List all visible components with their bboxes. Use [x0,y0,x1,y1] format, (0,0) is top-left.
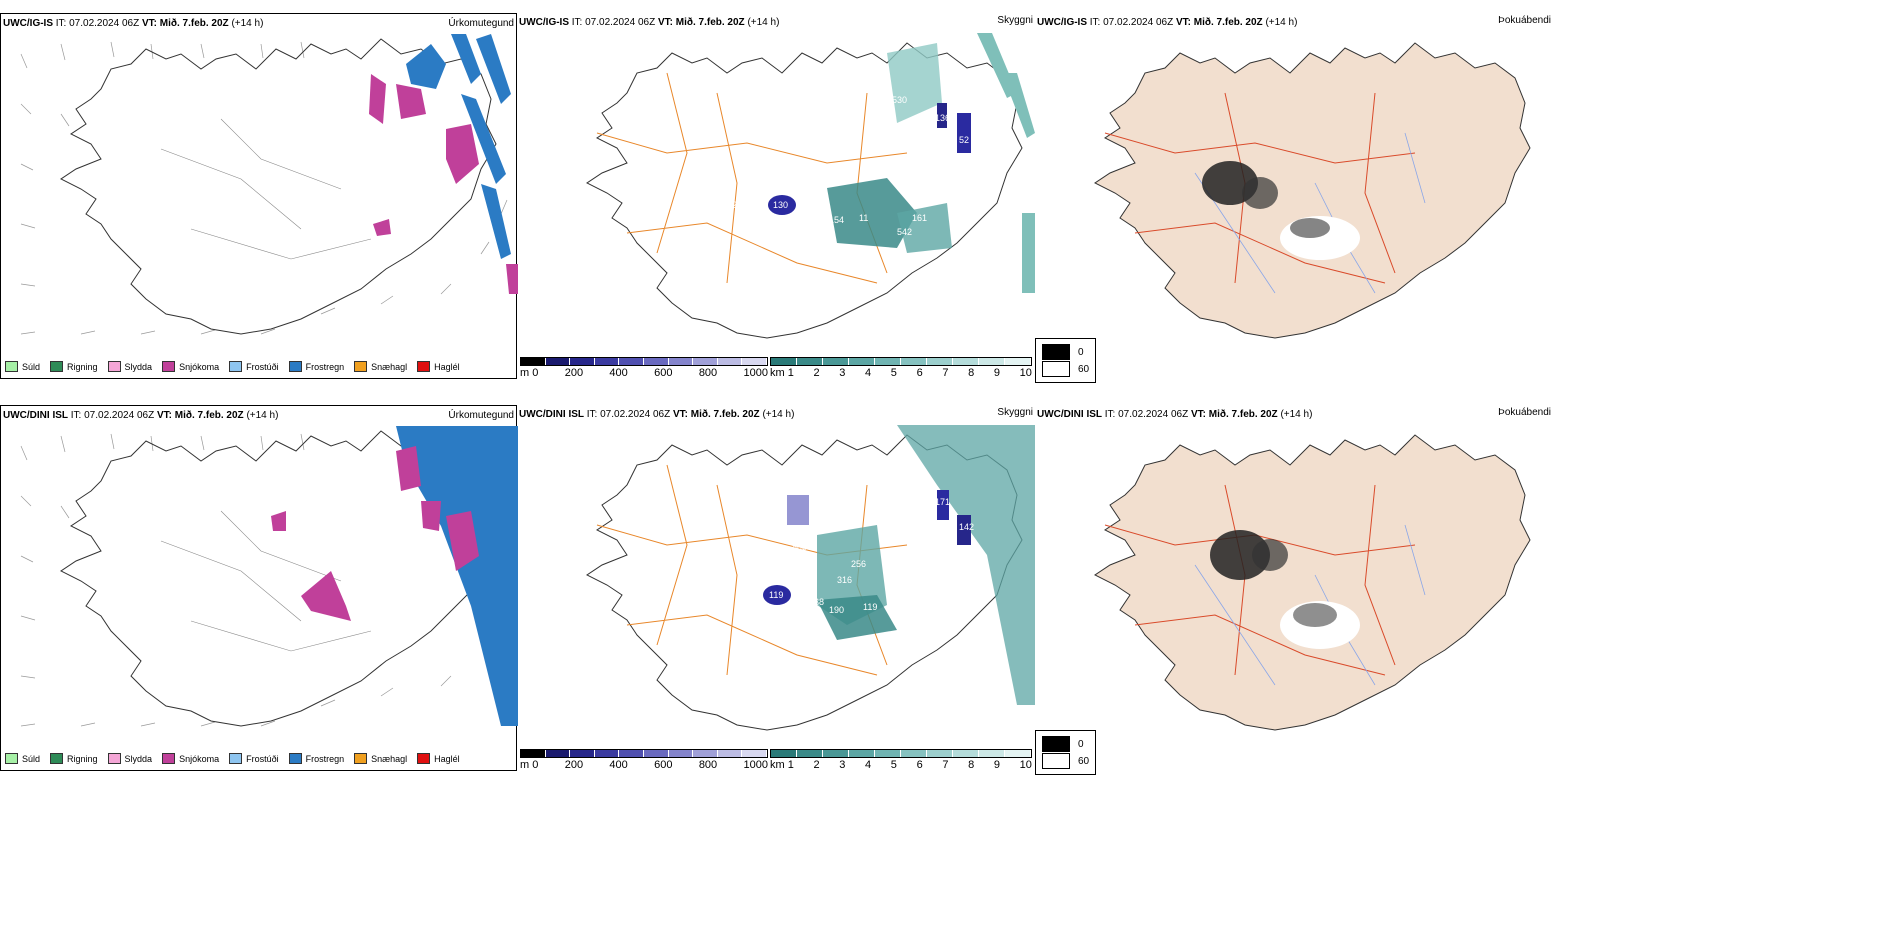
vis-label: 22 [732,200,742,210]
fog-map-top [1094,42,1531,339]
vis-label: 130 [773,200,788,210]
legend-item-snaehagl: Snæhagl [354,753,407,764]
visibility-map-top: 530 136 52 130 154 11 542 161 22 [586,33,1035,339]
vis-label: 542 [897,227,912,237]
panel-type-label: Úrkomutegund [448,410,514,421]
panel-title: UWC/IG-IS IT: 07.02.2024 06Z VT: Mið. 7.… [3,18,264,29]
precip-map-bottom [20,426,518,727]
vis-scale-m-bottom: m 0 200 400 600 800 1000 [520,749,768,771]
vis-label: 142 [959,522,974,532]
vis-label: 154 [829,215,844,225]
legend-item-slydda: Slydda [107,753,152,764]
vis-label: 161 [912,213,927,223]
legend-item-snjokoma: Snjókoma [162,361,219,372]
legend-item-rigning: Rigning [50,753,98,764]
vis-scale-km-bar [770,357,1032,366]
precip-panel-top: UWC/IG-IS IT: 07.02.2024 06Z VT: Mið. 7.… [0,13,518,379]
legend-item-sudd: Súld [5,361,40,372]
legend-item-snaehagl: Snæhagl [354,361,407,372]
legend-item-frostregn: Frostregn [288,753,344,764]
fog-panel-bottom: UWC/DINI ISL IT: 07.02.2024 06Z VT: Mið.… [1035,405,1553,771]
panel-title: UWC/IG-IS IT: 07.02.2024 06Z VT: Mið. 7.… [519,17,780,28]
precip-legend: Súld Rigning Slydda Snjókoma Frostúði Fr… [5,753,460,764]
vis-scale-km-bottom: km 1 2 3 4 5 6 7 8 9 10 [770,749,1032,771]
panel-type-label: Þokuábendi [1498,15,1551,26]
panel-type-label: Þokuábendi [1498,407,1551,418]
vis-label: 190 [829,605,844,615]
vis-label: 256 [851,559,866,569]
fog-legend-bottom: 0 60 [1035,730,1097,775]
legend-item-haglel: Haglél [417,361,460,372]
legend-item-frostudi: Frostúði [229,361,279,372]
vis-label: 316 [837,575,852,585]
vis-scale-km-top: km 1 2 3 4 5 6 7 8 9 10 [770,357,1032,379]
vis-label: 11 [859,213,868,223]
vis-label: 177 [912,605,927,615]
precip-fields [271,426,518,726]
visibility-fields [763,425,1035,705]
vis-scale-m-bar [520,749,768,758]
legend-item-rigning: Rigning [50,361,98,372]
fog-map-bottom [1094,434,1531,731]
vis-label: 52 [959,135,969,145]
panel-type-label: Skyggni [997,15,1033,26]
wind-barbs [20,41,508,335]
vis-label: 530 [892,95,907,105]
precip-fields [369,34,518,294]
panel-title: UWC/DINI ISL IT: 07.02.2024 06Z VT: Mið.… [1037,409,1313,420]
panel-type-label: Úrkomutegund [448,18,514,29]
vis-label: 136 [935,113,950,123]
visibility-panel-top: UWC/IG-IS IT: 07.02.2024 06Z VT: Mið. 7.… [517,13,1035,379]
legend-item-snjokoma: Snjókoma [162,753,219,764]
vis-label: 122 [782,527,797,537]
vis-label: 119 [863,602,877,612]
vis-label: 171 [935,497,950,507]
vis-label: 238 [809,597,824,607]
fog-legend-top: 0 60 [1035,338,1097,383]
precip-map-top [20,34,518,335]
legend-item-frostudi: Frostúði [229,753,279,764]
vis-label: 119 [769,590,783,600]
vis-scale-km-bar [770,749,1032,758]
legend-item-frostregn: Frostregn [288,361,344,372]
visibility-map-bottom: 171 142 122 805 256 316 119 238 190 119 … [586,425,1035,731]
legend-item-slydda: Slydda [107,361,152,372]
wind-barbs [20,433,452,727]
precip-panel-bottom: UWC/DINI ISL IT: 07.02.2024 06Z VT: Mið.… [0,405,518,771]
precip-legend: Súld Rigning Slydda Snjókoma Frostúði Fr… [5,361,460,372]
vis-label: 805 [792,542,807,552]
vis-scale-m-bar [520,357,768,366]
panel-title: UWC/IG-IS IT: 07.02.2024 06Z VT: Mið. 7.… [1037,17,1298,28]
visibility-value-labels: 530 136 52 130 154 11 542 161 22 [732,95,969,237]
panel-type-label: Skyggni [997,407,1033,418]
fog-panel-top: UWC/IG-IS IT: 07.02.2024 06Z VT: Mið. 7.… [1035,13,1553,379]
panel-title: UWC/DINI ISL IT: 07.02.2024 06Z VT: Mið.… [519,409,795,420]
panel-title: UWC/DINI ISL IT: 07.02.2024 06Z VT: Mið.… [3,410,279,421]
legend-item-sudd: Súld [5,753,40,764]
visibility-fields [768,33,1035,293]
legend-item-haglel: Haglél [417,753,460,764]
visibility-value-labels: 171 142 122 805 256 316 119 238 190 119 … [769,497,974,615]
visibility-panel-bottom: UWC/DINI ISL IT: 07.02.2024 06Z VT: Mið.… [517,405,1035,771]
vis-scale-m-top: m 0 200 400 600 800 1000 [520,357,768,379]
